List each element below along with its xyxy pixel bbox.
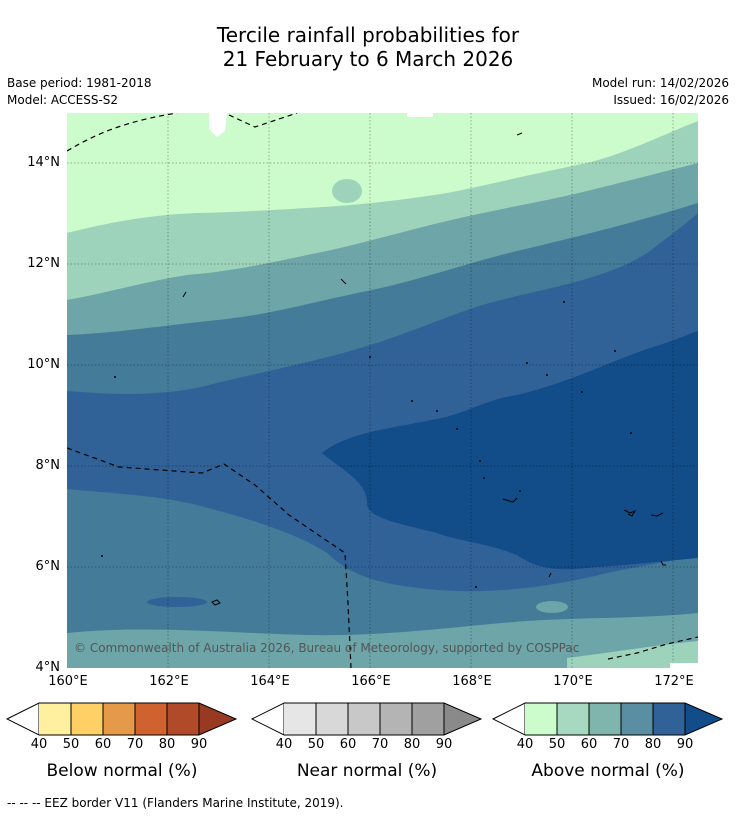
colorbar-below-tick: 80 [158,737,176,752]
eez-border [67,113,698,668]
colorbar-below-tick: 90 [190,737,208,752]
colorbar-near-tick: 70 [371,737,389,752]
band-above-50-south [567,641,698,668]
lat-label-12: 12°N [27,256,60,271]
map-panel[interactable]: © Commonwealth of Australia 2026, Bureau… [67,113,698,668]
colorbar-above-tick: 70 [612,737,630,752]
lat-label-8: 8°N [35,458,61,473]
patch-white-north [209,113,227,137]
colorbar-above-tick: 90 [676,737,694,752]
eez-footnote: -- -- -- EEZ border V11 (Flanders Marine… [7,796,344,810]
model-run: Model run: 14/02/2026 [591,76,729,90]
issued-date: Issued: 16/02/2026 [613,93,729,107]
colorbar-near-tick: 40 [275,737,293,752]
patch-above-60 [536,601,568,613]
model-name: Model: ACCESS-S2 [7,93,119,107]
patch-white-top [407,113,433,117]
patch-above-80 [147,597,207,607]
map-title-line2: 21 February to 6 March 2026 [222,47,514,71]
colorbar-below-tick: 40 [30,737,48,752]
colorbar-near-tick: 60 [339,737,357,752]
colorbar-above [492,702,724,736]
colorbar-near [251,702,483,736]
lon-label-168: 168°E [452,674,492,689]
lon-label-170: 170°E [553,674,593,689]
islands [182,132,666,606]
band-above-40 [67,113,698,233]
colorbar-below-tick: 50 [62,737,80,752]
lat-label-14: 14°N [27,155,60,170]
lon-label-166: 166°E [351,674,391,689]
colorbar-below-tick: 60 [94,737,112,752]
graticule [67,113,698,668]
colorbar-below [6,702,238,736]
colorbar-below-title: Below normal (%) [46,761,198,781]
colorbar-near-tick: 50 [307,737,325,752]
colorbar-above-tick: 60 [580,737,598,752]
lon-label-172: 172°E [654,674,694,689]
colorbar-near-tick: 90 [435,737,453,752]
copyright-text: © Commonwealth of Australia 2026, Bureau… [74,641,580,655]
lat-label-10: 10°N [27,357,60,372]
map-title-line1: Tercile rainfall probabilities for [216,23,520,47]
map-canvas [67,113,698,668]
patch-white-corner [670,663,698,668]
lon-label-164: 164°E [250,674,290,689]
colorbar-above-title: Above normal (%) [531,761,685,781]
lat-label-4: 4°N [35,660,61,675]
patch-above-50 [332,179,362,203]
colorbar-near-title: Near normal (%) [296,761,438,781]
band-above-60-south [67,613,698,668]
lat-label-6: 6°N [35,559,61,574]
colorbar-near-tick: 80 [403,737,421,752]
band-above-90 [322,331,698,570]
base-period: Base period: 1981-2018 [7,76,152,90]
colorbar-above-tick: 80 [644,737,662,752]
colorbar-above-tick: 40 [516,737,534,752]
colorbar-above-tick: 50 [548,737,566,752]
lon-label-160: 160°E [48,674,88,689]
colorbar-below-tick: 70 [126,737,144,752]
island-dots [101,301,632,588]
lon-label-162: 162°E [149,674,189,689]
